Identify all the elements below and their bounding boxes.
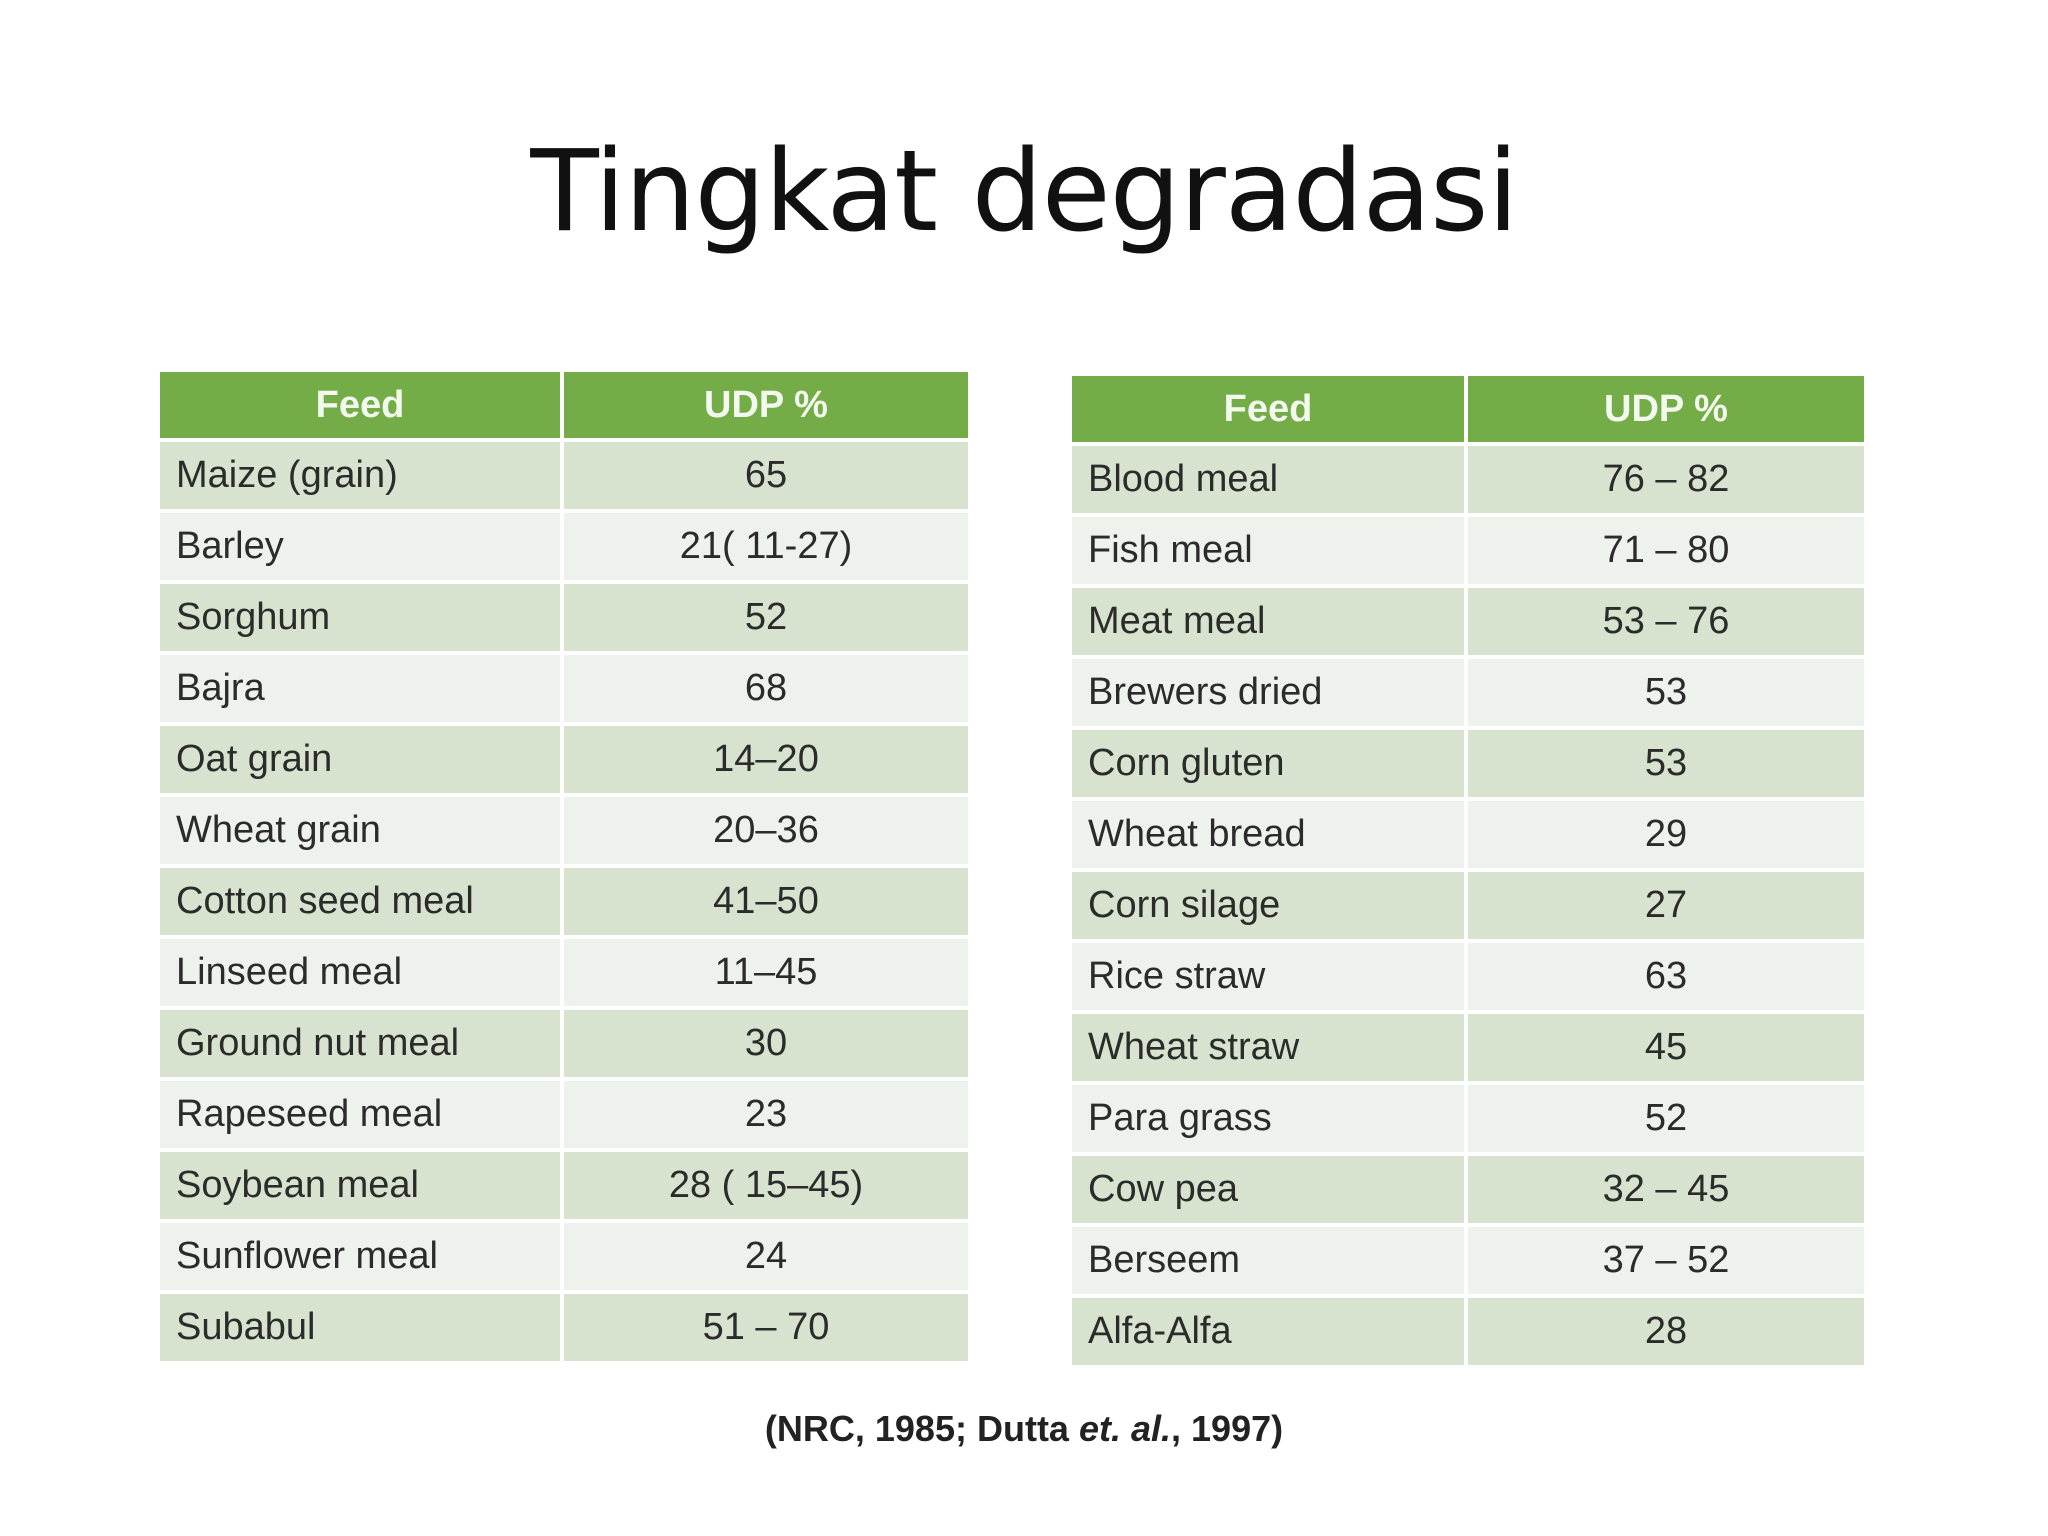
table-row: Linseed meal 11–45 — [160, 939, 968, 1010]
feed-cell: Fish meal — [1072, 517, 1464, 588]
table-row: Bajra 68 — [160, 655, 968, 726]
udp-value-cell: 30 — [560, 1010, 968, 1081]
feed-cell: Sorghum — [160, 584, 560, 655]
table-header-row: Feed UDP % — [1072, 376, 1864, 446]
udp-value-cell: 65 — [560, 442, 968, 513]
udp-value-cell: 11–45 — [560, 939, 968, 1010]
udp-value-cell: 27 — [1464, 872, 1864, 943]
table-row: Soybean meal 28 ( 15–45) — [160, 1152, 968, 1223]
table-row: Meat meal 53 – 76 — [1072, 588, 1864, 659]
table-row: Wheat straw 45 — [1072, 1014, 1864, 1085]
udp-value-cell: 37 – 52 — [1464, 1227, 1864, 1298]
udp-value-cell: 29 — [1464, 801, 1864, 872]
feed-cell: Alfa-Alfa — [1072, 1298, 1464, 1369]
feed-cell: Sunflower meal — [160, 1223, 560, 1294]
table-row: Barley 21( 11-27) — [160, 513, 968, 584]
feed-cell: Cow pea — [1072, 1156, 1464, 1227]
feed-cell: Blood meal — [1072, 446, 1464, 517]
udp-value-cell: 21( 11-27) — [560, 513, 968, 584]
feed-cell: Corn silage — [1072, 872, 1464, 943]
feed-cell: Ground nut meal — [160, 1010, 560, 1081]
udp-value-cell: 23 — [560, 1081, 968, 1152]
feed-cell: Cotton seed meal — [160, 868, 560, 939]
source-citation: (NRC, 1985; Dutta et. al., 1997) — [0, 1408, 2048, 1450]
udp-value-cell: 76 – 82 — [1464, 446, 1864, 517]
udp-value-cell: 45 — [1464, 1014, 1864, 1085]
table-row: Berseem 37 – 52 — [1072, 1227, 1864, 1298]
feed-cell: Corn gluten — [1072, 730, 1464, 801]
feed-udp-table-right: Feed UDP % Blood meal 76 – 82 Fish meal 71 … — [1072, 376, 1864, 1369]
table-row: Oat grain 14–20 — [160, 726, 968, 797]
udp-value-cell: 52 — [1464, 1085, 1864, 1156]
citation-text: (NRC, 1985; Dutta — [764, 1408, 1079, 1449]
table-row: Rapeseed meal 23 — [160, 1081, 968, 1152]
feed-cell: Linseed meal — [160, 939, 560, 1010]
slide-title: Tingkat degradasi — [530, 127, 1518, 257]
table-header-row: Feed UDP % — [160, 372, 968, 442]
table-row: Wheat bread 29 — [1072, 801, 1864, 872]
feed-cell: Oat grain — [160, 726, 560, 797]
feed-column-header: Feed — [160, 372, 560, 442]
feed-cell: Wheat grain — [160, 797, 560, 868]
udp-value-cell: 20–36 — [560, 797, 968, 868]
feed-cell: Maize (grain) — [160, 442, 560, 513]
table-row: Blood meal 76 – 82 — [1072, 446, 1864, 517]
udp-value-cell: 52 — [560, 584, 968, 655]
table-body: Maize (grain) 65 Barley 21( 11-27) Sorghum 52… — [160, 442, 968, 1365]
udp-column-header: UDP % — [1464, 376, 1864, 446]
udp-value-cell: 53 — [1464, 730, 1864, 801]
table-row: Sunflower meal 24 — [160, 1223, 968, 1294]
udp-value-cell: 28 ( 15–45) — [560, 1152, 968, 1223]
citation-year: , 1997) — [1171, 1408, 1284, 1449]
table-row: Wheat grain 20–36 — [160, 797, 968, 868]
feed-cell: Subabul — [160, 1294, 560, 1365]
feed-cell: Rapeseed meal — [160, 1081, 560, 1152]
udp-value-cell: 41–50 — [560, 868, 968, 939]
udp-value-cell: 28 — [1464, 1298, 1864, 1369]
udp-value-cell: 68 — [560, 655, 968, 726]
table-row: Para grass 52 — [1072, 1085, 1864, 1156]
udp-value-cell: 24 — [560, 1223, 968, 1294]
udp-value-cell: 32 – 45 — [1464, 1156, 1864, 1227]
table-row: Fish meal 71 – 80 — [1072, 517, 1864, 588]
feed-cell: Bajra — [160, 655, 560, 726]
table-row: Ground nut meal 30 — [160, 1010, 968, 1081]
udp-value-cell: 51 – 70 — [560, 1294, 968, 1365]
table-row: Corn gluten 53 — [1072, 730, 1864, 801]
feed-cell: Wheat straw — [1072, 1014, 1464, 1085]
citation-italic: et. al. — [1078, 1408, 1172, 1449]
table-row: Alfa-Alfa 28 — [1072, 1298, 1864, 1369]
table-row: Subabul 51 – 70 — [160, 1294, 968, 1365]
feed-cell: Para grass — [1072, 1085, 1464, 1156]
table-row: Cow pea 32 – 45 — [1072, 1156, 1864, 1227]
table-row: Brewers dried 53 — [1072, 659, 1864, 730]
udp-value-cell: 14–20 — [560, 726, 968, 797]
feed-cell: Rice straw — [1072, 943, 1464, 1014]
feed-cell: Barley — [160, 513, 560, 584]
feed-udp-table-left: Feed UDP % Maize (grain) 65 Barley 21( 11-2… — [160, 372, 968, 1365]
feed-cell: Meat meal — [1072, 588, 1464, 659]
feed-cell: Wheat bread — [1072, 801, 1464, 872]
table-row: Corn silage 27 — [1072, 872, 1864, 943]
udp-value-cell: 71 – 80 — [1464, 517, 1864, 588]
feed-column-header: Feed — [1072, 376, 1464, 446]
table-row: Rice straw 63 — [1072, 943, 1864, 1014]
table-row: Cotton seed meal 41–50 — [160, 868, 968, 939]
udp-value-cell: 53 – 76 — [1464, 588, 1864, 659]
table-body: Blood meal 76 – 82 Fish meal 71 – 80 Meat me… — [1072, 446, 1864, 1369]
feed-cell: Soybean meal — [160, 1152, 560, 1223]
udp-column-header: UDP % — [560, 372, 968, 442]
feed-cell: Berseem — [1072, 1227, 1464, 1298]
udp-value-cell: 63 — [1464, 943, 1864, 1014]
udp-value-cell: 53 — [1464, 659, 1864, 730]
table-row: Sorghum 52 — [160, 584, 968, 655]
table-row: Maize (grain) 65 — [160, 442, 968, 513]
feed-cell: Brewers dried — [1072, 659, 1464, 730]
